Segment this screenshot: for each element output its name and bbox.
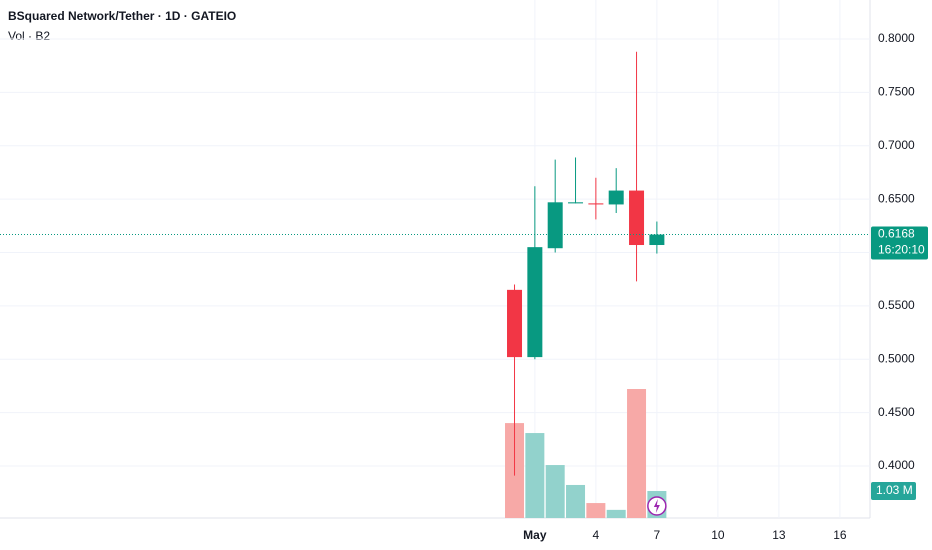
- volume-bar: [525, 433, 545, 518]
- volume-last-label: 1.03 M: [876, 483, 913, 497]
- candle-body: [588, 203, 604, 205]
- volume-title: Vol · B2: [8, 29, 50, 43]
- candle-body: [527, 247, 543, 358]
- volume-bar: [545, 465, 565, 518]
- candle-body: [568, 202, 584, 204]
- y-tick-label: 0.5000: [878, 351, 915, 365]
- candle-body: [629, 190, 645, 246]
- y-tick-label: 0.4000: [878, 458, 915, 472]
- countdown-label: 16:20:10: [878, 243, 925, 257]
- last-price-label: 0.6168: [878, 227, 915, 241]
- volume-last-box: [871, 481, 916, 500]
- volume-bar: [627, 389, 647, 518]
- x-tick-label: 16: [833, 528, 847, 542]
- candle-body: [608, 190, 624, 205]
- candle-body: [507, 289, 523, 358]
- x-tick-label: 10: [711, 528, 725, 542]
- x-tick-label: May: [523, 528, 547, 542]
- grid: [0, 0, 870, 518]
- x-tick-label: 7: [654, 528, 661, 542]
- chart-title: BSquared Network/Tether · 1D · GATEIO: [8, 9, 236, 23]
- y-tick-label: 0.8000: [878, 31, 915, 45]
- event-icon-bolt: [653, 499, 660, 513]
- x-tick-label: 4: [593, 528, 600, 542]
- volume-bar: [606, 509, 626, 518]
- y-tick-label: 0.6500: [878, 191, 915, 205]
- y-tick-label: 0.7000: [878, 138, 915, 152]
- y-tick-label: 0.4500: [878, 405, 915, 419]
- y-tick-label: 0.5500: [878, 298, 915, 312]
- volume-bar: [566, 484, 586, 518]
- candle-body: [547, 202, 563, 249]
- candle-body: [649, 234, 665, 246]
- last-price-box: [871, 226, 928, 260]
- x-tick-label: 13: [772, 528, 786, 542]
- y-tick-label: 0.7500: [878, 85, 915, 99]
- volume-bar: [586, 503, 606, 518]
